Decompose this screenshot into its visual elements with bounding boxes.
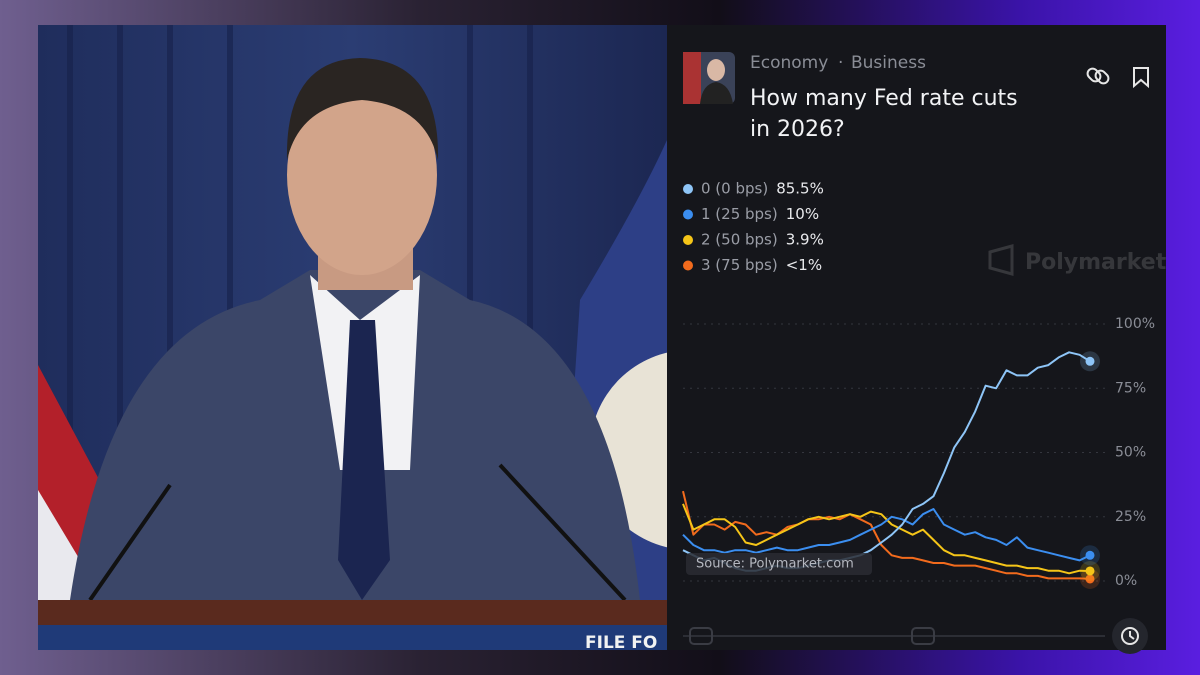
y-tick-label: 0%	[1115, 573, 1137, 589]
clock-hands	[1129, 631, 1135, 640]
microphones	[88, 463, 627, 602]
podium-sign	[38, 625, 667, 650]
y-tick-label: 75%	[1115, 380, 1146, 396]
clock-icon	[1121, 627, 1139, 645]
y-tick-label: 50%	[1115, 445, 1146, 461]
tag-separator: ·	[838, 53, 843, 73]
legend-swatch	[683, 209, 693, 220]
legend-swatch	[683, 260, 693, 271]
flag-stripe	[38, 490, 80, 600]
legend-value: <1%	[786, 256, 822, 274]
series-line	[682, 508, 1091, 562]
end-dot	[1085, 574, 1095, 584]
market-title: How many Fed rate cuts in 2026?	[750, 86, 1018, 142]
chart: 0 (0 bps) 85.5% 1 (25 bps) 10% 2 (50 bps) 3.9…	[682, 180, 1155, 589]
title-line: How many Fed rate cuts	[750, 86, 1018, 111]
source-badge	[686, 553, 872, 575]
y-tick-label: 100%	[1115, 316, 1155, 332]
y-tick-label: 25%	[1115, 509, 1146, 525]
timeline-handle[interactable]	[911, 627, 935, 645]
end-dot	[1085, 566, 1095, 576]
legend-label: 0 (0 bps)	[701, 180, 768, 198]
market-card	[667, 25, 1166, 650]
legend-value: 10%	[786, 205, 819, 223]
end-dot	[1085, 356, 1095, 366]
bookmark-icon[interactable]	[1133, 67, 1149, 89]
face	[287, 75, 437, 275]
sign-text: FILE FO	[585, 633, 657, 653]
link-icon[interactable]	[1086, 67, 1111, 86]
source: Source: Polymarket.com	[696, 557, 854, 572]
market-image-face	[707, 59, 725, 81]
market-image-suit	[700, 82, 733, 104]
tag[interactable]: Economy	[750, 53, 828, 73]
legend-swatch	[683, 184, 693, 194]
legend-label: 3 (75 bps)	[701, 256, 778, 274]
series-line	[682, 503, 1091, 575]
series-line	[682, 490, 1091, 580]
title-line: in 2026?	[750, 117, 845, 142]
legend-value: 3.9%	[786, 231, 824, 249]
watermark: Polymarket	[988, 244, 1167, 276]
legend-label: 2 (50 bps)	[701, 231, 778, 249]
legend-value: 85.5%	[776, 180, 824, 198]
market-image-flag	[683, 52, 701, 104]
end-dot	[1085, 550, 1095, 560]
hair	[286, 58, 439, 160]
legend-swatch	[683, 235, 693, 245]
watermark-text: Polymarket	[1025, 250, 1167, 275]
timeline-handle[interactable]	[689, 627, 713, 645]
tag[interactable]: Business	[851, 53, 926, 73]
tie	[338, 320, 390, 600]
legend-label: 1 (25 bps)	[701, 205, 778, 223]
